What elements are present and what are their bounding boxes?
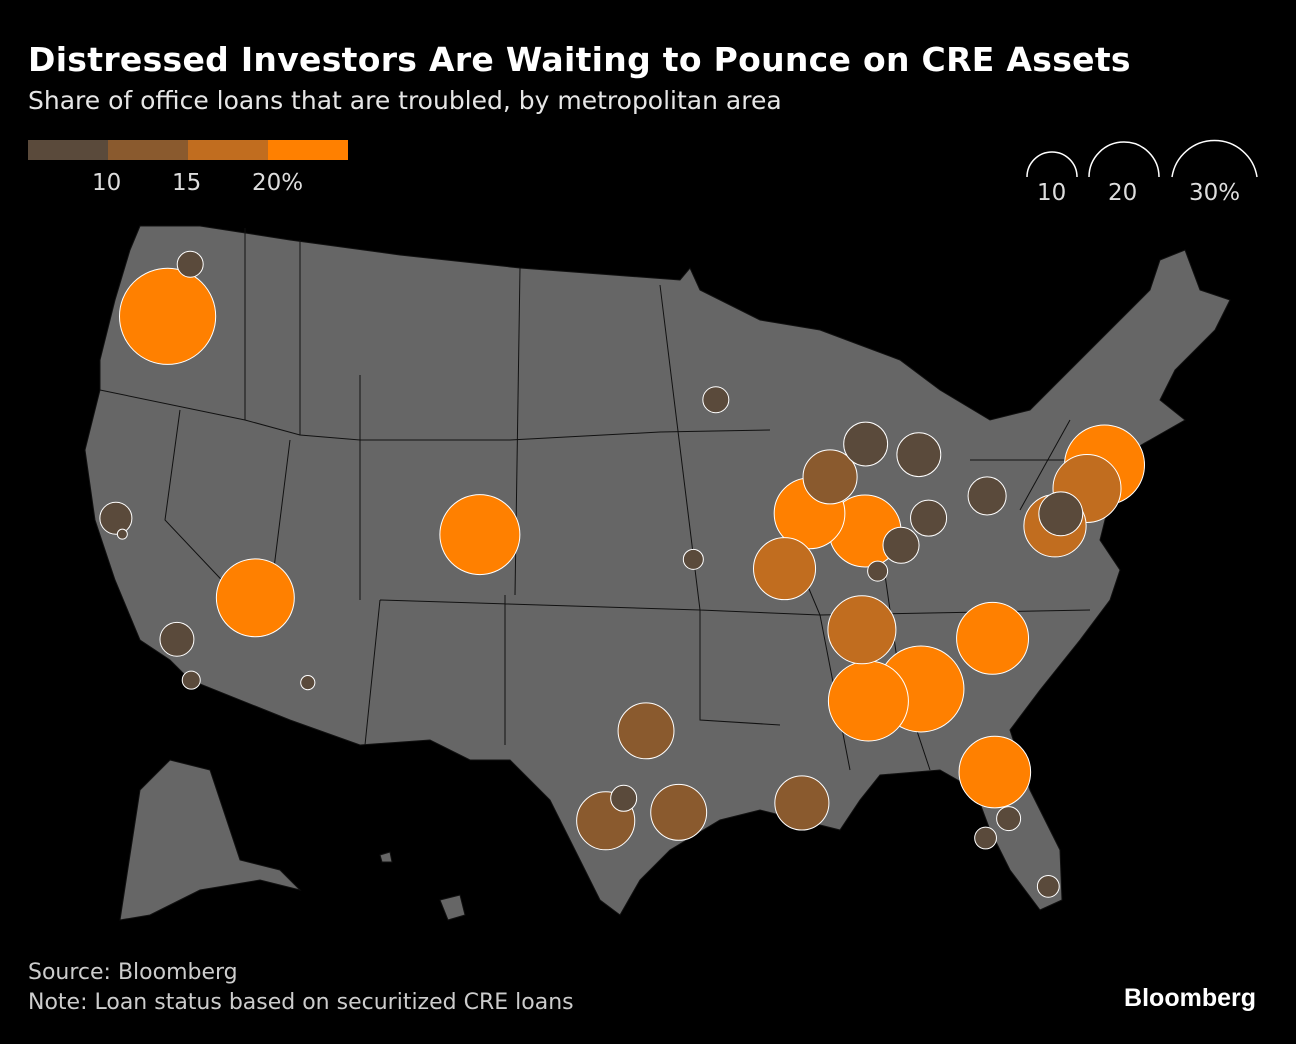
metro-bubble: [958, 735, 1032, 809]
metro-bubble: [910, 499, 948, 537]
metro-bubble: [1036, 874, 1060, 898]
metro-bubble: [682, 548, 704, 570]
metro-bubble: [702, 386, 730, 414]
us-outline: [84, 225, 1231, 921]
metro-bubble: [300, 675, 316, 691]
alaska-shape: [119, 759, 302, 921]
chart-title: Distressed Investors Are Waiting to Poun…: [28, 40, 1131, 79]
size-legend-arc-20: [1088, 141, 1160, 178]
color-bin-0: [28, 140, 108, 160]
metro-bubble: [118, 267, 217, 365]
metro-bubble: [802, 449, 858, 505]
bloomberg-logo: Bloomberg: [1124, 984, 1256, 1012]
size-legend-arc-10: [1026, 151, 1078, 178]
metro-bubble: [996, 806, 1022, 832]
metro-bubble: [617, 702, 675, 760]
metro-bubble: [116, 528, 128, 540]
source-text: Source: Bloomberg: [28, 960, 238, 985]
metro-bubble: [867, 560, 889, 582]
color-tick-15: 15: [172, 170, 202, 196]
color-bin-3: [268, 140, 348, 160]
metro-bubble: [882, 526, 920, 564]
color-tick-10: 10: [92, 170, 122, 196]
metro-bubble: [753, 537, 817, 601]
size-label-20: 20: [1108, 180, 1138, 206]
hawaii-shape: [379, 851, 466, 921]
metro-bubble: [1038, 491, 1084, 537]
metro-bubble: [843, 421, 889, 467]
metro-bubble: [215, 558, 295, 638]
metro-bubble: [439, 494, 521, 576]
metro-bubble: [827, 660, 909, 742]
color-legend: [28, 140, 348, 160]
metro-bubble: [956, 601, 1030, 675]
metro-bubble: [774, 775, 830, 831]
color-bin-1: [108, 140, 188, 160]
size-legend: [1026, 139, 1258, 178]
size-label-10: 10: [1037, 180, 1067, 206]
metro-bubble: [610, 784, 638, 812]
bubbles-layer: [99, 250, 1146, 898]
metro-bubble: [159, 621, 195, 657]
metro-bubble: [974, 826, 997, 850]
metro-bubble: [827, 595, 897, 665]
note-text: Note: Loan status based on securitized C…: [28, 990, 574, 1015]
metro-bubble: [967, 476, 1007, 516]
color-bin-2: [188, 140, 268, 160]
metro-bubble: [99, 501, 133, 535]
size-label-30: 30%: [1189, 180, 1241, 206]
metro-bubble: [650, 783, 708, 841]
chart-subtitle: Share of office loans that are troubled,…: [28, 86, 782, 115]
metro-bubble: [181, 670, 201, 690]
metro-bubble: [176, 250, 204, 278]
color-tick-20: 20%: [252, 170, 304, 196]
size-legend-arc-30: [1171, 139, 1258, 178]
metro-bubble: [896, 432, 942, 478]
